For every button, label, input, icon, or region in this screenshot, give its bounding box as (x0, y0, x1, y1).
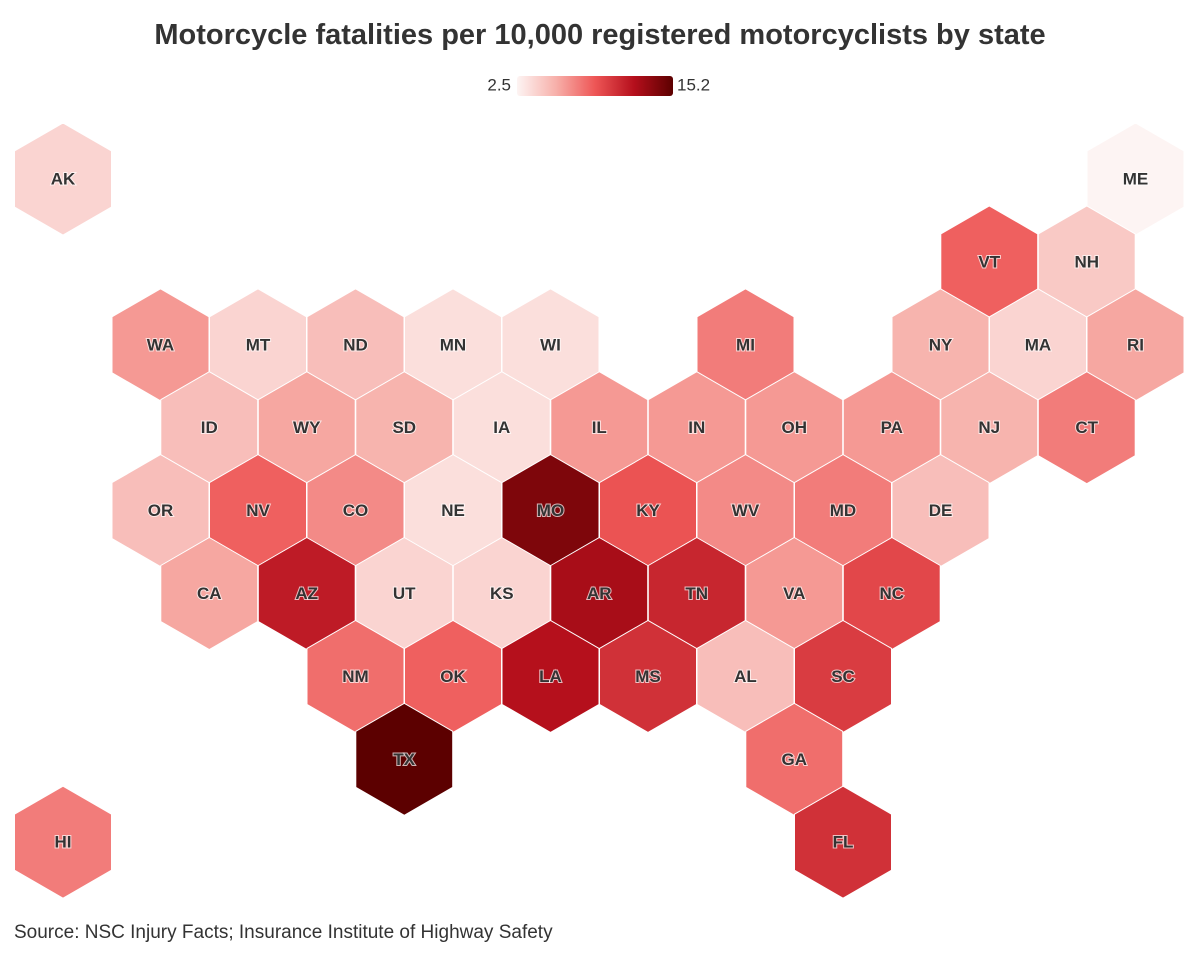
state-label: HI (55, 833, 72, 852)
state-label: NC (879, 584, 904, 603)
state-label: MT (246, 335, 271, 354)
state-label: IN (688, 418, 705, 437)
state-label: CA (197, 584, 222, 603)
state-label: NJ (978, 418, 1000, 437)
state-label: ME (1123, 169, 1149, 188)
state-hex (160, 536, 259, 651)
state-label: LA (539, 667, 562, 686)
state-hex (794, 785, 892, 899)
state-label: TN (685, 584, 708, 603)
state-label: VA (783, 584, 805, 603)
state-label: AL (734, 667, 757, 686)
legend-bar (517, 76, 673, 96)
state-label: IA (493, 418, 510, 437)
state-label: CT (1075, 418, 1098, 437)
state-label: SC (831, 667, 855, 686)
state-label: MO (537, 501, 564, 520)
state-label: GA (782, 750, 808, 769)
state-label: OH (782, 418, 808, 437)
state-hex (1037, 371, 1136, 485)
state-label: DE (929, 501, 953, 520)
state-label: MI (736, 335, 755, 354)
state-label: TX (393, 750, 415, 769)
state-hex (14, 785, 112, 899)
state-label: VT (978, 252, 1000, 271)
state-label: UT (393, 584, 416, 603)
state-label: MD (830, 501, 856, 520)
chart-title: Motorcycle fatalities per 10,000 registe… (154, 19, 1045, 51)
state-label: AK (51, 169, 76, 188)
state-label: PA (881, 418, 903, 437)
state-label: WI (540, 335, 561, 354)
state-label: FL (833, 833, 854, 852)
source: Source: NSC Injury Facts; Insurance Inst… (14, 922, 553, 943)
state-hex (14, 122, 112, 236)
state-label: MA (1025, 335, 1051, 354)
state-label: SD (392, 418, 416, 437)
state-label: NV (246, 501, 270, 520)
state-label: WV (732, 501, 760, 520)
state-hex (355, 702, 454, 816)
state-label: CO (343, 501, 369, 520)
state-label: WA (147, 335, 174, 354)
state-label: NM (342, 667, 368, 686)
state-label: ND (343, 335, 368, 354)
state-label: AZ (295, 584, 318, 603)
state-label: KS (490, 584, 514, 603)
state-label: MS (635, 667, 661, 686)
state-label: AR (587, 584, 612, 603)
state-label: OK (440, 667, 466, 686)
state-label: WY (293, 418, 321, 437)
state-label: RI (1127, 335, 1144, 354)
state-label: KY (636, 501, 660, 520)
legend-max: 15.2 (677, 75, 710, 94)
state-label: NY (929, 335, 953, 354)
state-label: IL (592, 418, 607, 437)
state-label: NH (1074, 252, 1099, 271)
state-label: OR (148, 501, 174, 520)
hex-map: AK ME VT NH WA MT ND MN WI MI NY MA RI ID WY SD IA IL IN OH… (14, 122, 1185, 899)
state-label: MN (440, 335, 466, 354)
state-label: NE (441, 501, 465, 520)
state-label: ID (201, 418, 218, 437)
legend-min: 2.5 (487, 75, 511, 94)
